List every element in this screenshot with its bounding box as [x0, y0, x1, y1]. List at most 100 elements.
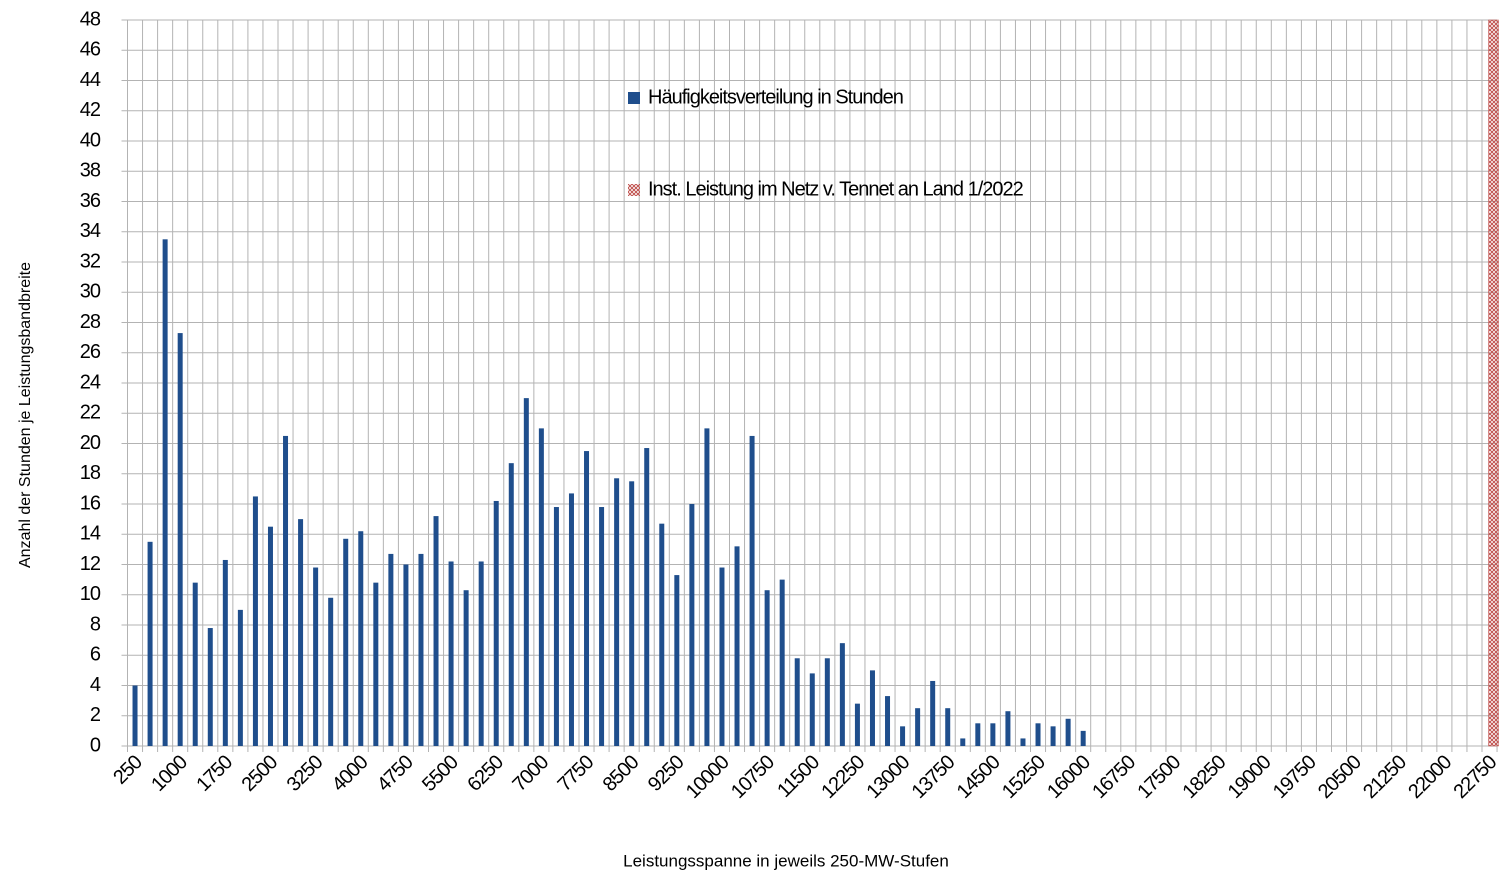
bar — [900, 726, 906, 746]
x-tick-label: 6250 — [463, 751, 508, 796]
x-tick-label: 1750 — [192, 751, 237, 796]
y-tick-label: 12 — [80, 553, 101, 575]
y-tick-label: 48 — [80, 8, 101, 30]
y-tick-label: 26 — [80, 341, 101, 363]
y-tick-label: 30 — [80, 281, 101, 303]
x-tick-label: 11500 — [773, 751, 824, 802]
bar — [373, 582, 379, 746]
bar — [448, 561, 454, 746]
x-tick-label: 21250 — [1359, 751, 1411, 803]
y-axis-label: Anzahl der Stunden je Leistungsbandbreit… — [17, 262, 34, 568]
bar — [975, 723, 981, 746]
y-tick-label: 38 — [80, 160, 101, 182]
bar — [629, 481, 635, 746]
y-tick-label: 22 — [80, 402, 101, 424]
y-tick-label: 18 — [80, 462, 101, 484]
bar — [192, 582, 198, 746]
bar — [764, 590, 770, 746]
bar — [568, 493, 574, 746]
y-tick-label: 10 — [80, 583, 101, 605]
bar — [644, 448, 650, 746]
y-tick-label: 42 — [80, 99, 101, 121]
bar — [132, 685, 138, 746]
x-tick-label: 9250 — [644, 751, 689, 796]
bar — [1050, 726, 1056, 746]
x-tick-label: 19750 — [1269, 751, 1321, 803]
x-tick-label: 16750 — [1088, 751, 1140, 803]
x-tick-label: 10000 — [682, 751, 734, 803]
x-tick-label: 4000 — [328, 751, 373, 796]
x-tick-label: 2500 — [238, 751, 283, 796]
bar — [237, 609, 243, 746]
bar — [990, 723, 996, 746]
bar — [915, 708, 921, 746]
bar — [478, 561, 484, 746]
x-tick-label: 13750 — [908, 751, 960, 803]
bar — [719, 567, 725, 746]
y-tick-label: 40 — [80, 129, 101, 151]
bar — [809, 673, 815, 746]
x-tick-label: 17500 — [1133, 751, 1185, 803]
bar — [749, 435, 755, 746]
bar — [584, 451, 590, 746]
bar — [508, 463, 514, 746]
bar — [147, 541, 153, 746]
bar — [358, 531, 364, 746]
bar — [659, 523, 665, 746]
bar — [343, 538, 349, 746]
bar — [298, 519, 304, 746]
bar — [463, 590, 469, 746]
x-tick-label: 7750 — [554, 751, 599, 796]
x-tick-label: 7000 — [508, 751, 553, 796]
bar — [313, 567, 319, 746]
bar — [614, 478, 620, 746]
y-tick-label: 16 — [80, 492, 101, 514]
bar — [794, 658, 800, 746]
x-tick-label: 12250 — [817, 751, 869, 803]
x-tick-label: 250 — [109, 751, 147, 789]
y-tick-label: 32 — [80, 250, 101, 272]
x-tick-label: 16000 — [1043, 751, 1095, 803]
x-tick-label: 1000 — [147, 751, 192, 796]
y-tick-label: 14 — [80, 523, 101, 545]
y-tick-label: 24 — [80, 371, 101, 393]
bar — [403, 564, 409, 746]
bar — [207, 628, 213, 746]
bar — [177, 333, 183, 746]
y-tick-label: 4 — [90, 674, 101, 696]
bar — [283, 435, 289, 746]
y-tick-label: 0 — [90, 734, 101, 756]
y-tick-label: 6 — [90, 644, 101, 666]
bar — [839, 643, 845, 746]
x-tick-label: 4750 — [373, 751, 418, 796]
bar — [779, 579, 785, 746]
bar — [267, 526, 273, 746]
bar — [1488, 19, 1499, 747]
bar — [553, 507, 559, 746]
bar — [222, 559, 228, 746]
y-tick-label: 44 — [80, 69, 101, 91]
bar — [1080, 730, 1086, 746]
x-tick-label: 18250 — [1179, 751, 1231, 803]
bar — [945, 708, 951, 746]
legend-swatch — [628, 92, 640, 104]
x-tick-label: 5500 — [418, 751, 463, 796]
bar — [433, 516, 439, 746]
x-tick-label: 14500 — [953, 751, 1005, 803]
legend-swatch — [628, 184, 640, 196]
bar — [824, 658, 830, 746]
bar — [960, 738, 966, 746]
bar — [328, 597, 334, 746]
bar — [388, 553, 394, 746]
y-tick-label: 46 — [80, 39, 101, 61]
y-tick-label: 2 — [90, 704, 101, 726]
bar — [1035, 723, 1041, 746]
x-tick-label: 20500 — [1314, 751, 1366, 803]
bar — [854, 703, 860, 746]
legend-label: Inst. Leistung im Netz v. Tennet an Land… — [648, 178, 1024, 200]
legend-label: Häufigkeitsverteilung in Stunden — [648, 86, 903, 108]
x-tick-label: 15250 — [998, 751, 1050, 803]
y-tick-label: 28 — [80, 311, 101, 333]
x-axis-label: Leistungsspanne in jeweils 250-MW-Stufen — [623, 851, 949, 870]
